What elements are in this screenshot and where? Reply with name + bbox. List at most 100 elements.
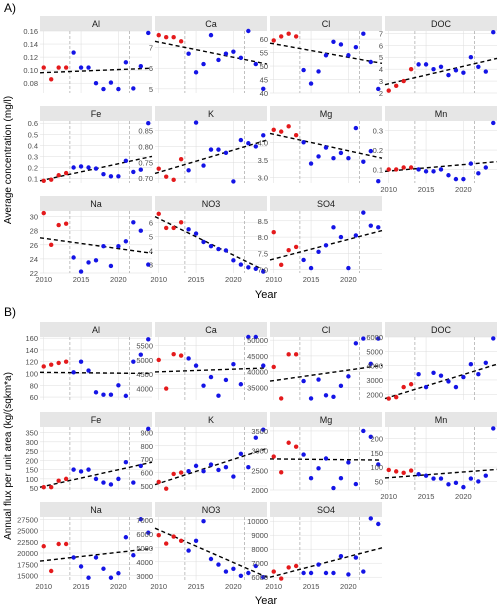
data-point <box>331 39 336 44</box>
data-point <box>131 359 136 364</box>
y-tick-label: 4000 <box>366 362 383 371</box>
data-point <box>246 265 251 270</box>
data-point <box>146 530 151 535</box>
y-tick-label: 5 <box>149 85 153 94</box>
data-point <box>178 220 184 225</box>
data-point <box>331 570 336 576</box>
data-point <box>238 137 244 143</box>
facet-no3: NO3 3000 4000 5000 6000 7000 2010 2015 2020 <box>136 502 268 591</box>
y-tick-label: 0.16 <box>23 27 38 36</box>
facet-title: Al <box>92 325 100 335</box>
panel-a-ylabel: Average concentration (mg/l) <box>3 96 14 224</box>
data-point <box>208 244 214 249</box>
x-tick-label: 2010 <box>35 582 52 591</box>
trend-line <box>154 527 268 578</box>
y-tick-label: 160 <box>25 334 38 343</box>
data-point <box>308 475 314 481</box>
data-point <box>468 362 474 367</box>
y-tick-label: 100 <box>370 463 383 472</box>
data-point <box>394 469 399 474</box>
data-point <box>56 65 61 70</box>
y-tick-label: 350 <box>25 429 38 438</box>
facet-title: Mg <box>320 415 333 425</box>
data-point <box>279 396 284 401</box>
y-tick-label: 20000 <box>17 549 38 558</box>
y-tick-label: 0.14 <box>23 40 38 49</box>
data-point <box>116 86 121 92</box>
y-tick-label: 7000 <box>136 516 153 525</box>
data-point <box>178 353 184 358</box>
y-tick-label: 120 <box>25 358 38 367</box>
data-point <box>301 452 306 457</box>
data-point <box>116 174 121 179</box>
y-tick-label: 9000 <box>251 531 268 540</box>
y-tick-label: 0.2 <box>28 164 38 173</box>
facet-strip <box>155 322 267 337</box>
data-point <box>193 120 199 125</box>
data-point <box>253 61 258 67</box>
y-tick-label: 0.1 <box>28 175 38 184</box>
y-tick-label: 0.08 <box>23 79 38 88</box>
data-point <box>461 176 466 182</box>
data-point <box>56 478 61 483</box>
data-point <box>394 167 399 172</box>
facet-mg: Mg 2000 2500 3000 3500 <box>251 412 383 495</box>
data-point <box>286 31 291 36</box>
data-point <box>156 211 161 217</box>
data-point <box>416 372 421 377</box>
data-point <box>353 125 359 131</box>
data-point <box>468 55 474 60</box>
data-point <box>71 255 76 260</box>
data-point <box>416 167 421 172</box>
data-point <box>193 538 199 543</box>
data-point <box>476 372 481 377</box>
data-point <box>41 210 46 216</box>
data-point <box>216 57 221 63</box>
data-point <box>93 555 99 560</box>
facet-k: K 500 600 700 800 900 <box>140 412 268 491</box>
data-point <box>101 171 106 177</box>
facet-title: DOC <box>431 325 452 335</box>
data-point <box>338 150 344 156</box>
data-point <box>253 144 258 149</box>
data-point <box>338 234 344 240</box>
data-point <box>116 383 121 388</box>
y-tick-label: 5 <box>379 53 383 62</box>
data-point <box>323 570 329 576</box>
data-point <box>208 147 214 152</box>
data-point <box>368 516 373 521</box>
data-point <box>286 124 291 129</box>
facet-strip <box>270 16 382 31</box>
y-tick-label: 8000 <box>251 545 268 554</box>
data-point <box>376 225 381 230</box>
data-point <box>78 469 84 474</box>
data-point <box>301 140 306 145</box>
x-tick-label: 2020 <box>225 582 242 591</box>
data-point <box>123 60 129 65</box>
x-tick-label: 2020 <box>455 492 472 501</box>
facet-doc: DOC 2 3 4 5 6 7 <box>379 16 498 98</box>
facet-strip <box>155 16 267 31</box>
data-point <box>208 462 214 467</box>
data-point <box>201 519 206 524</box>
y-tick-label: 5 <box>149 232 153 241</box>
data-point <box>323 393 329 398</box>
data-point <box>346 572 351 577</box>
y-tick-label: 0.70 <box>138 174 153 183</box>
facet-na: Na 22 24 26 28 30 2010 2015 2020 <box>30 196 153 284</box>
data-point <box>261 363 266 368</box>
data-point <box>101 480 106 485</box>
panel-a-xlabel: Year <box>255 289 278 301</box>
trend-line <box>39 371 153 375</box>
y-tick-label: 3000 <box>136 572 153 581</box>
y-tick-label: 800 <box>140 442 153 451</box>
data-point <box>293 444 299 449</box>
y-tick-label: 3 <box>379 77 383 86</box>
data-point <box>238 55 244 61</box>
data-point <box>178 39 184 44</box>
data-point <box>361 569 366 574</box>
facet-al: Al 60 80 100 120 140 160 <box>25 322 153 402</box>
data-point <box>261 427 266 432</box>
data-point <box>476 64 481 69</box>
